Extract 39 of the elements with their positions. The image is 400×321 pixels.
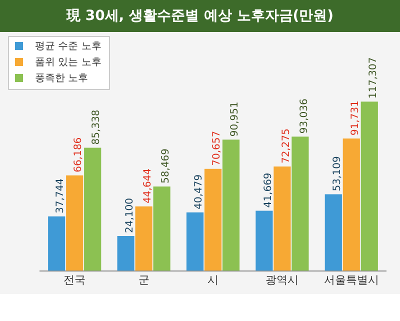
data-label: 93,036 — [298, 98, 310, 134]
data-label: 70,657 — [212, 130, 223, 166]
bar — [48, 216, 66, 271]
data-label: 91,731 — [350, 100, 361, 136]
bar — [135, 206, 152, 271]
x-tick-label: 서울특별시 — [324, 274, 379, 286]
data-label: 24,100 — [124, 198, 136, 234]
data-label: 41,669 — [262, 172, 274, 208]
data-label: 58,469 — [160, 148, 172, 184]
bar — [222, 140, 240, 271]
bar — [274, 166, 291, 271]
bar — [292, 136, 309, 271]
bar — [256, 210, 273, 271]
bar — [117, 236, 134, 271]
bar — [153, 186, 170, 271]
x-tick-label: 군 — [138, 274, 150, 286]
data-label: 53,109 — [332, 156, 343, 192]
legend-label: 풍족한 노후 — [34, 72, 90, 86]
data-label: 37,744 — [55, 178, 66, 214]
x-tick-label: 전국 — [64, 274, 86, 286]
legend-label: 평균 수준 노후 — [34, 40, 102, 54]
bar — [324, 194, 342, 271]
data-label: 66,186 — [73, 137, 84, 172]
bar — [204, 168, 222, 271]
x-tick-label: 광역시 — [266, 274, 299, 286]
data-label: 90,951 — [230, 102, 241, 137]
bar — [66, 175, 84, 271]
bar — [84, 148, 102, 271]
bar — [186, 212, 204, 271]
bar — [360, 102, 378, 271]
data-label: 85,338 — [91, 110, 102, 145]
data-label: 72,275 — [280, 128, 292, 164]
bar — [342, 138, 360, 271]
x-tick-label: 시 — [208, 274, 218, 286]
data-label: 117,307 — [368, 57, 379, 99]
chart-title: 現 30세, 생활수준별 예상 노후자금(만원) — [0, 0, 400, 32]
data-label: 44,644 — [142, 168, 154, 204]
data-label: 40,479 — [194, 174, 205, 210]
legend-label: 품위 있는 노후 — [34, 56, 102, 70]
